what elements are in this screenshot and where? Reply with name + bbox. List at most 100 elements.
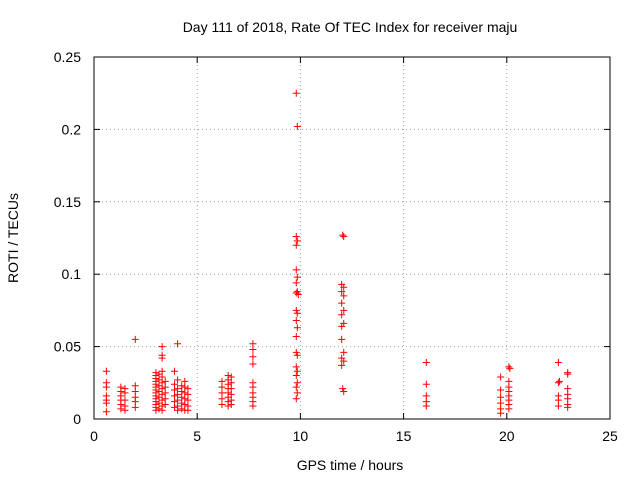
data-point [292,233,300,241]
data-point [339,385,347,393]
data-point [121,389,129,397]
data-point [564,403,572,411]
data-point [293,389,301,397]
data-point [340,233,348,241]
data-point [292,383,300,391]
y-tick-label: 0.1 [62,266,82,282]
data-point [339,231,347,239]
chart-title: Day 111 of 2018, Rate Of TEC Index for r… [183,19,518,35]
data-point [506,364,514,372]
data-point [422,380,430,388]
data-point [292,363,300,371]
data-point [292,89,300,97]
data-point [174,340,182,348]
data-point [131,403,139,411]
data-point [293,351,301,359]
data-point [338,299,346,307]
data-point [102,399,110,407]
data-point [158,354,166,362]
data-point [293,288,301,296]
data-point [497,373,505,381]
data-point [218,401,226,409]
x-tick-label: 10 [293,428,309,444]
axis-ticks: 0 5 10 15 20 25 0 0.05 0.1 0.15 0.2 0.25 [54,49,618,444]
data-point [338,288,346,296]
data-point [292,317,300,325]
data-point [292,241,300,249]
data-point [293,367,301,375]
data-point [554,359,562,367]
x-axis-title: GPS time / hours [297,457,404,473]
data-point [117,405,125,413]
data-point [554,402,562,410]
y-tick-label: 0.15 [54,194,81,210]
data-point [249,360,257,368]
data-point [292,266,300,274]
x-tick-label: 20 [499,428,515,444]
data-point [340,357,348,365]
data-point [184,406,192,414]
data-point [174,376,182,384]
data-point [497,386,505,394]
plot-border [93,56,611,420]
grid-lines [94,57,610,419]
data-point [292,372,300,380]
data-point [158,406,166,414]
data-point [227,401,235,409]
x-tick-label: 0 [90,428,98,444]
data-point [293,309,301,317]
data-point [249,353,257,361]
x-tick-label: 5 [193,428,201,444]
data-point [249,345,257,353]
y-tick-label: 0.05 [54,339,81,355]
data-point [292,279,300,287]
data-point [340,306,348,314]
data-point [505,405,513,413]
data-point [131,335,139,343]
data-point [338,361,346,369]
data-point [338,335,346,343]
data-point [293,324,301,332]
data-point [102,383,110,391]
x-tick-label: 25 [602,428,618,444]
data-point [102,408,110,416]
data-point [340,292,348,300]
y-tick-label: 0.2 [62,121,82,137]
data-point [554,379,562,387]
data-point [422,402,430,410]
data-point [340,387,348,395]
data-point [293,379,301,387]
data-point [170,367,178,375]
data-point [293,237,301,245]
data-point [178,405,186,413]
data-point [293,273,301,281]
data-point [161,401,169,409]
data-point [170,403,178,411]
data-point [338,322,346,330]
data-point [497,409,505,417]
data-point [121,406,129,414]
y-axis-title: ROTI / TECUs [5,193,21,283]
y-tick-label: 0 [73,411,81,427]
data-point [158,343,166,351]
x-tick-label: 15 [396,428,412,444]
data-point [340,348,348,356]
data-point [340,283,348,291]
data-point [294,290,302,298]
data-point [292,348,300,356]
data-point [293,123,301,131]
data-point [102,367,110,375]
data-points [102,89,572,417]
data-point [174,406,182,414]
data-point [505,363,513,371]
data-point [224,402,232,410]
data-point [249,402,257,410]
data-point [422,359,430,367]
data-point [338,311,346,319]
data-point [555,377,563,385]
data-point [155,405,163,413]
y-tick-label: 0.25 [54,49,81,65]
data-point [292,395,300,403]
data-point [292,306,300,314]
